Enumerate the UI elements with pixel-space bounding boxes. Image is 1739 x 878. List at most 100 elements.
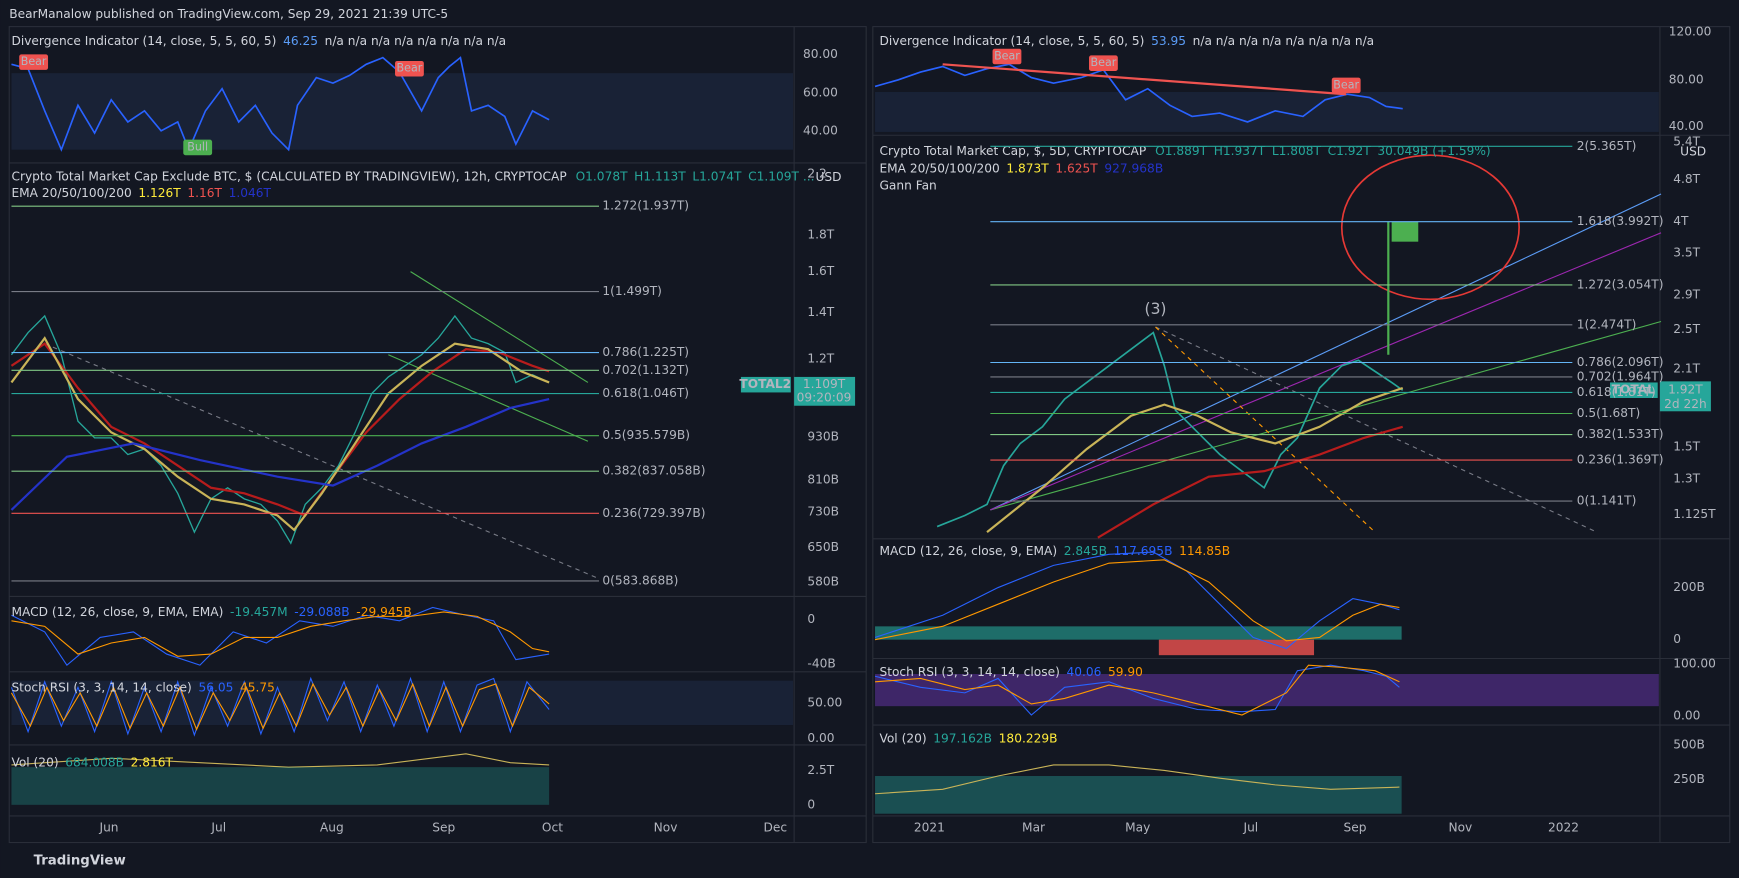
- text-part: 56.05: [198, 680, 233, 694]
- fib-label: 1.272(3.054T): [1577, 277, 1664, 291]
- trend-line: [44, 343, 600, 580]
- fib-label: 0(583.868B): [602, 573, 678, 587]
- divergence-line: [874, 63, 1403, 123]
- symbol-box: [740, 376, 791, 393]
- signal-label: Bear: [21, 55, 47, 68]
- price-line: [936, 331, 1404, 528]
- signal-label: Bear: [994, 50, 1020, 63]
- axis-label: 930B: [807, 429, 839, 443]
- signal-tag: [395, 60, 424, 77]
- axis-label: 650B: [807, 540, 839, 554]
- ema-200: [10, 398, 550, 511]
- volume-legend: Vol (20) 197.162B 180.229B: [879, 731, 1057, 745]
- axis-label: 0: [1673, 632, 1681, 646]
- text-part: Divergence Indicator (14, close, 5, 5, 6…: [879, 34, 1144, 48]
- text-part: C1.92T: [1328, 143, 1372, 157]
- vol-ma: [11, 753, 550, 768]
- publisher-header: BearManalow published on TradingView.com…: [9, 7, 448, 21]
- axis-label: 80.00: [1669, 72, 1704, 86]
- x-axis-label: Nov: [1448, 821, 1472, 835]
- ema-20: [986, 386, 1404, 533]
- fib-label: 0.236(729.397B): [602, 506, 705, 520]
- signal-tag: [19, 54, 49, 70]
- gann-line: [1155, 326, 1376, 533]
- stoch-d: [10, 682, 550, 731]
- axis-label: 40.00: [1669, 119, 1704, 133]
- text-part: 197.162B: [933, 731, 992, 745]
- x-axis-label: Nov: [654, 821, 678, 835]
- signal-label: Bear: [1333, 78, 1359, 91]
- text-part: Stoch RSI (3, 3, 14, 14, close): [879, 664, 1059, 678]
- text-part: -19.457M: [230, 604, 288, 618]
- text-part: 180.229B: [999, 731, 1058, 745]
- gann-line: [1155, 326, 1597, 533]
- symbol-box: [1610, 382, 1658, 398]
- fib-label: 1.618(3.992T): [1577, 214, 1664, 228]
- rsi-band: [875, 92, 1659, 132]
- stoch-k: [10, 676, 550, 737]
- axis-label: 50.00: [807, 695, 842, 709]
- text-part: 2.845B: [1064, 543, 1107, 557]
- x-axis-label: Aug: [320, 821, 344, 835]
- axis-label: 0.00: [807, 731, 834, 745]
- axis-label: 2.5T: [807, 763, 834, 777]
- indicator-legend: Divergence Indicator (14, close, 5, 5, 6…: [11, 34, 506, 48]
- macd-legend: MACD (12, 26, close, 9, EMA) 2.845B 117.69…: [879, 543, 1230, 557]
- x-axis-label: Oct: [542, 821, 563, 835]
- signal-label: Bear: [397, 62, 423, 75]
- text-part: Vol (20): [11, 755, 58, 769]
- axis-label: 2.1T: [1673, 362, 1700, 376]
- fib-label: 1(1.499T): [602, 284, 662, 298]
- text-part: O1.889T: [1155, 143, 1207, 157]
- fib-label: 0.236(1.369T): [1577, 453, 1664, 467]
- text-part: L1.808T: [1272, 143, 1322, 157]
- text-part: Divergence Indicator (14, close, 5, 5, 6…: [11, 34, 276, 48]
- axis-label: 5.4T: [1673, 134, 1700, 148]
- axis-label: 1.3T: [1673, 471, 1700, 485]
- fib-label: 0(1.141T): [1577, 494, 1637, 508]
- countdown: 2d 22h: [1664, 397, 1707, 411]
- text-part: 684.008B: [65, 755, 124, 769]
- signal-tag: [992, 48, 1022, 65]
- signal-tag: [1089, 55, 1118, 71]
- rsi-band: [11, 73, 794, 150]
- text-part: MACD (12, 26, close, 9, EMA): [879, 543, 1057, 557]
- fib-label: 0.5(935.579B): [602, 428, 690, 442]
- axis-label: 40.00: [803, 123, 838, 137]
- x-axis-label: May: [1125, 821, 1150, 835]
- text-part: 117.695B: [1114, 543, 1173, 557]
- axis-label: 4T: [1673, 214, 1689, 228]
- wave-label: (3): [1145, 300, 1167, 318]
- text-part: 1.046T: [229, 185, 272, 199]
- text-part: 53.95: [1151, 34, 1186, 48]
- symbol-legend: Crypto Total Market Cap Exclude BTC, $ (…: [11, 169, 814, 183]
- last-price: 1.92T: [1668, 383, 1703, 397]
- ema-50: [1097, 425, 1404, 539]
- x-axis-label: 2022: [1548, 821, 1579, 835]
- text-part: 1.16T: [187, 185, 222, 199]
- text-part: Crypto Total Market Cap, $, 5D, CRYPTOCA…: [879, 143, 1146, 157]
- text-part: -29.088B: [294, 604, 349, 618]
- x-axis-label: Sep: [1344, 821, 1367, 835]
- signal-tag: [183, 139, 213, 156]
- x-axis-label: Mar: [1022, 821, 1046, 835]
- text-part: -29.945B: [356, 604, 411, 618]
- fib-label: 0.618(1.046T): [602, 386, 689, 400]
- fib-label: 1.272(1.937T): [602, 199, 689, 213]
- x-axis-label: 2021: [914, 821, 945, 835]
- fib-label: 0.702(1.132T): [602, 363, 689, 377]
- fib-label: 0.786(1.225T): [602, 345, 689, 359]
- axis-label: 1.6T: [807, 264, 834, 278]
- x-axis-label: Jul: [210, 821, 226, 835]
- text-part: O1.078T: [576, 169, 628, 183]
- text-part: 59.90: [1108, 664, 1143, 678]
- brand: TradingView: [34, 853, 126, 868]
- axis-label: 2.2: [807, 167, 826, 181]
- axis-label: 0: [807, 612, 815, 626]
- x-axis-label: Sep: [432, 821, 455, 835]
- axis-label: 3.5T: [1673, 245, 1700, 259]
- stoch-legend: Stoch RSI (3, 3, 14, 14, close) 40.06 59.9…: [879, 664, 1142, 678]
- macd-histogram: [875, 626, 1402, 640]
- fib-label: 1(2.474T): [1577, 317, 1637, 331]
- text-part: 30.049B (+1.59%): [1377, 143, 1490, 157]
